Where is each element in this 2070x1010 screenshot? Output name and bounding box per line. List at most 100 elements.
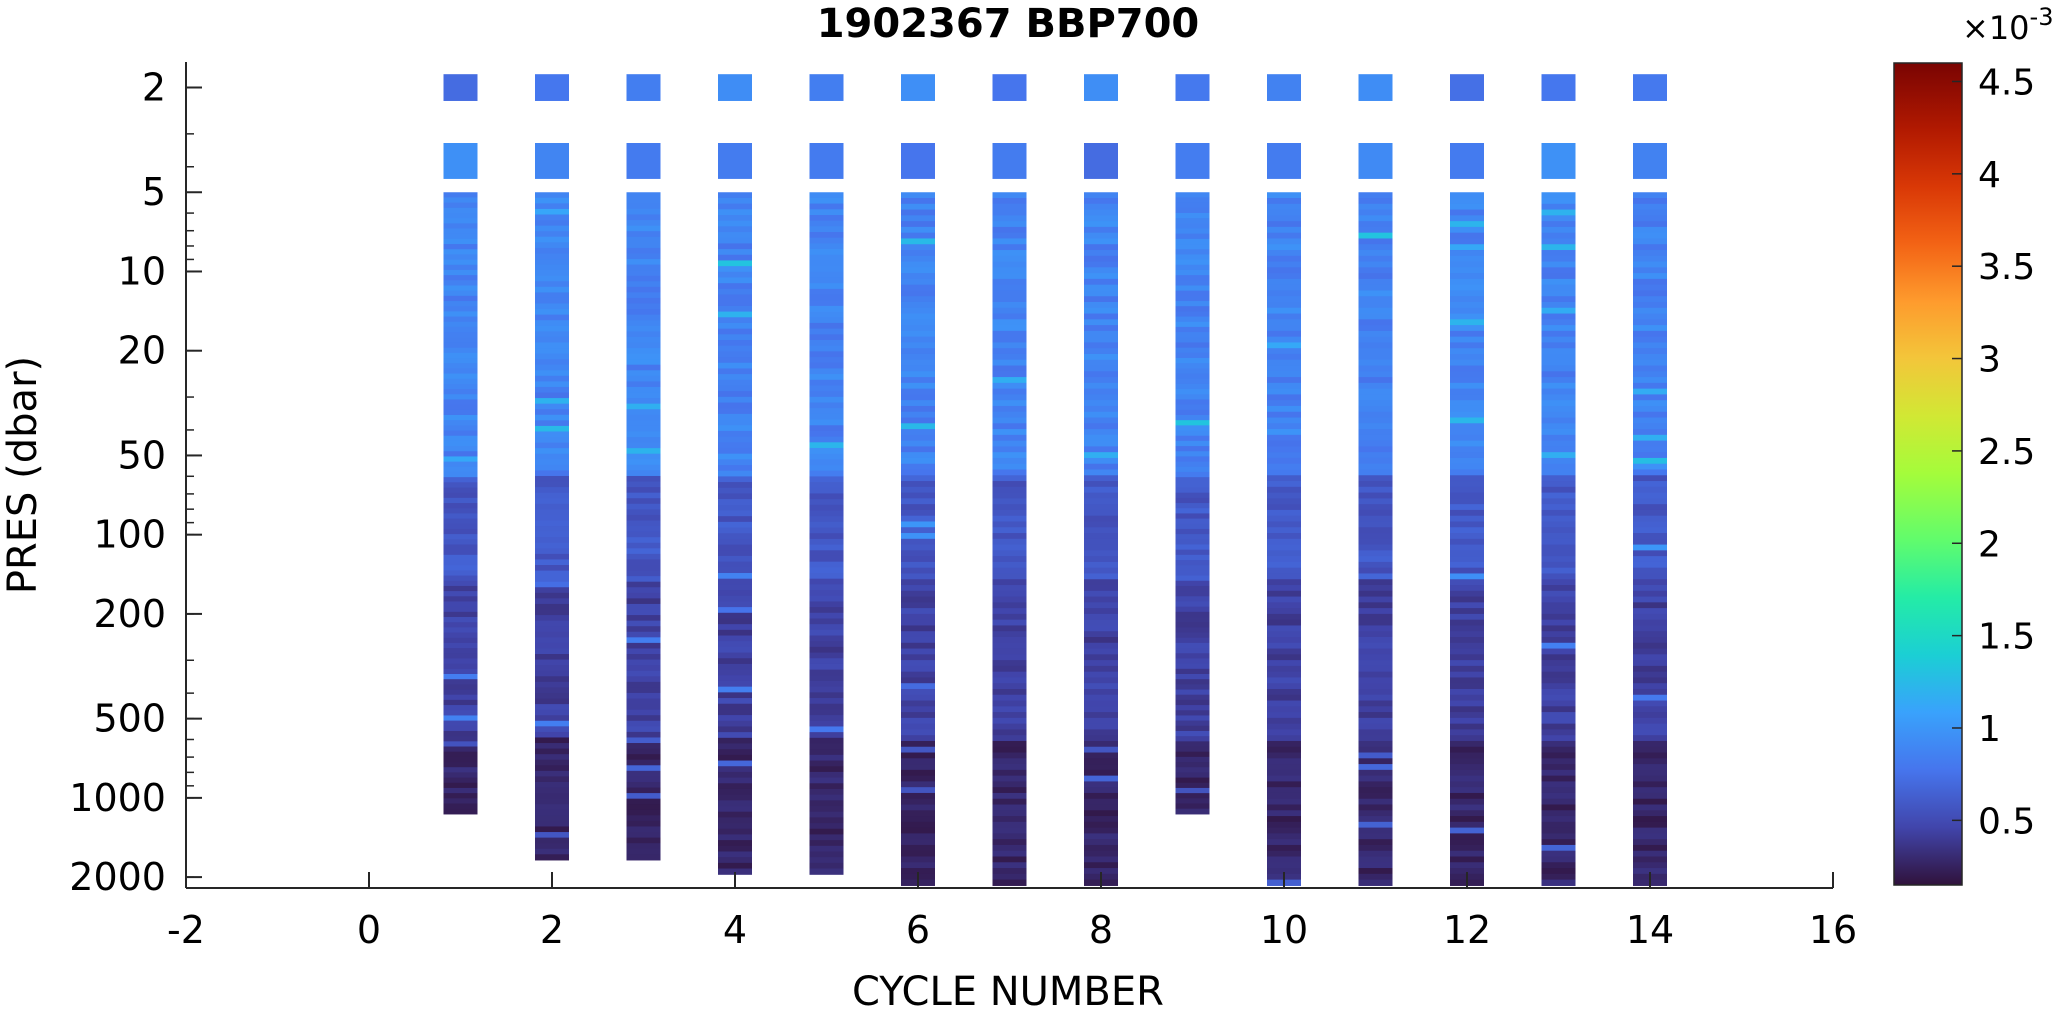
profile-cell (1541, 665, 1576, 673)
profile-cell (1267, 821, 1301, 829)
profile-cell (1175, 306, 1210, 312)
profile-cell (443, 202, 478, 209)
profile-cell (809, 680, 844, 688)
profile-cell (1633, 677, 1667, 684)
profile-cell (443, 238, 478, 245)
profile-cell (1267, 665, 1301, 673)
profile-cell (535, 676, 569, 683)
profile-cell (901, 688, 935, 696)
profile-cell (718, 340, 752, 347)
profile-cell (1450, 596, 1484, 603)
profile-cell (1175, 466, 1210, 473)
profile-cell (901, 706, 935, 713)
profile-cell (1084, 602, 1118, 609)
profile-cell (443, 632, 478, 639)
profile-cell (1541, 781, 1576, 788)
profile-cell (809, 402, 844, 409)
profile-cell (1267, 440, 1301, 447)
profile-cell (626, 581, 661, 588)
profile-cell (1175, 580, 1210, 587)
profile-cell (1450, 492, 1484, 499)
profile-cell (718, 283, 752, 290)
profile-cell (901, 481, 935, 488)
profile-cell (443, 280, 478, 287)
profile-cell (992, 515, 1027, 523)
profile-cell (1633, 631, 1667, 638)
profile-cell (626, 654, 661, 661)
profile-cell (1541, 590, 1576, 598)
profile-cell (1541, 550, 1576, 557)
profile-cell (1450, 631, 1484, 638)
profile-cell (1633, 284, 1667, 292)
profile-cell (1084, 423, 1118, 430)
profile-cell (1358, 481, 1393, 488)
profile-cell (992, 868, 1027, 875)
profile-cell (1267, 827, 1301, 834)
y-tick-label: 5 (142, 170, 166, 214)
profile-cell (992, 469, 1027, 476)
profile-cell (901, 411, 935, 419)
profile-cell (535, 743, 569, 750)
profile-cell (718, 720, 752, 728)
colorbar-exponent-power: -3 (2030, 3, 2054, 31)
profile-cell (1175, 295, 1210, 302)
profile-cell (718, 629, 752, 637)
profile-cell (443, 497, 478, 504)
profile-cell (1633, 862, 1667, 869)
profile-cell (718, 521, 752, 529)
profile-cell (809, 811, 844, 818)
profile-cell (992, 683, 1027, 690)
profile-cell (1633, 342, 1667, 349)
profile-cell (1633, 665, 1667, 673)
profile-cell (718, 766, 752, 773)
profile-cell (901, 729, 935, 736)
profile-cell (901, 642, 935, 650)
profile-cell (992, 527, 1027, 534)
profile-cell (809, 624, 844, 631)
profile-cell (626, 553, 661, 561)
profile-cell (809, 686, 844, 693)
profile-cell (1267, 400, 1301, 407)
surface-cell (626, 74, 661, 101)
profile-cell (1267, 781, 1301, 788)
surface-cell (718, 143, 752, 179)
profile-cell (1633, 660, 1667, 667)
profile-cell (626, 336, 661, 344)
profile-cell (809, 260, 844, 267)
profile-cell (1358, 492, 1393, 499)
profile-cell (1267, 371, 1301, 378)
profile-cell (1358, 382, 1393, 390)
profile-cell (1541, 879, 1576, 886)
profile-cell (1541, 221, 1576, 228)
profile-cell (1541, 255, 1576, 263)
profile-cell (1358, 325, 1393, 332)
profile-cell (443, 285, 478, 292)
profile-cell (809, 601, 844, 608)
profile-cell (1541, 353, 1576, 361)
profile-cell (1358, 735, 1393, 742)
profile-cell (535, 225, 569, 232)
profile-cell (1541, 377, 1576, 384)
profile-cell (1084, 215, 1118, 222)
profile-cell (1633, 215, 1667, 222)
profile-cell (443, 627, 478, 634)
profile-cell (535, 470, 569, 477)
profile-cell (1358, 844, 1393, 852)
profile-cell (1175, 192, 1210, 199)
profile-cell (809, 857, 844, 864)
profile-cell (809, 823, 844, 830)
profile-cell (901, 475, 935, 482)
profile-cell (992, 827, 1027, 834)
profile-cell (1084, 463, 1118, 471)
profile-cell (1541, 868, 1576, 875)
surface-cell (809, 143, 844, 179)
surface-cell (1175, 143, 1210, 179)
profile-cell (443, 332, 478, 338)
profile-cell (1633, 475, 1667, 482)
profile-cell (1267, 556, 1301, 563)
profile-cell (1633, 648, 1667, 655)
profile-cell (901, 608, 935, 615)
profile-cell (1084, 221, 1118, 228)
profile-cell (718, 357, 752, 364)
profile-cell (809, 663, 844, 671)
